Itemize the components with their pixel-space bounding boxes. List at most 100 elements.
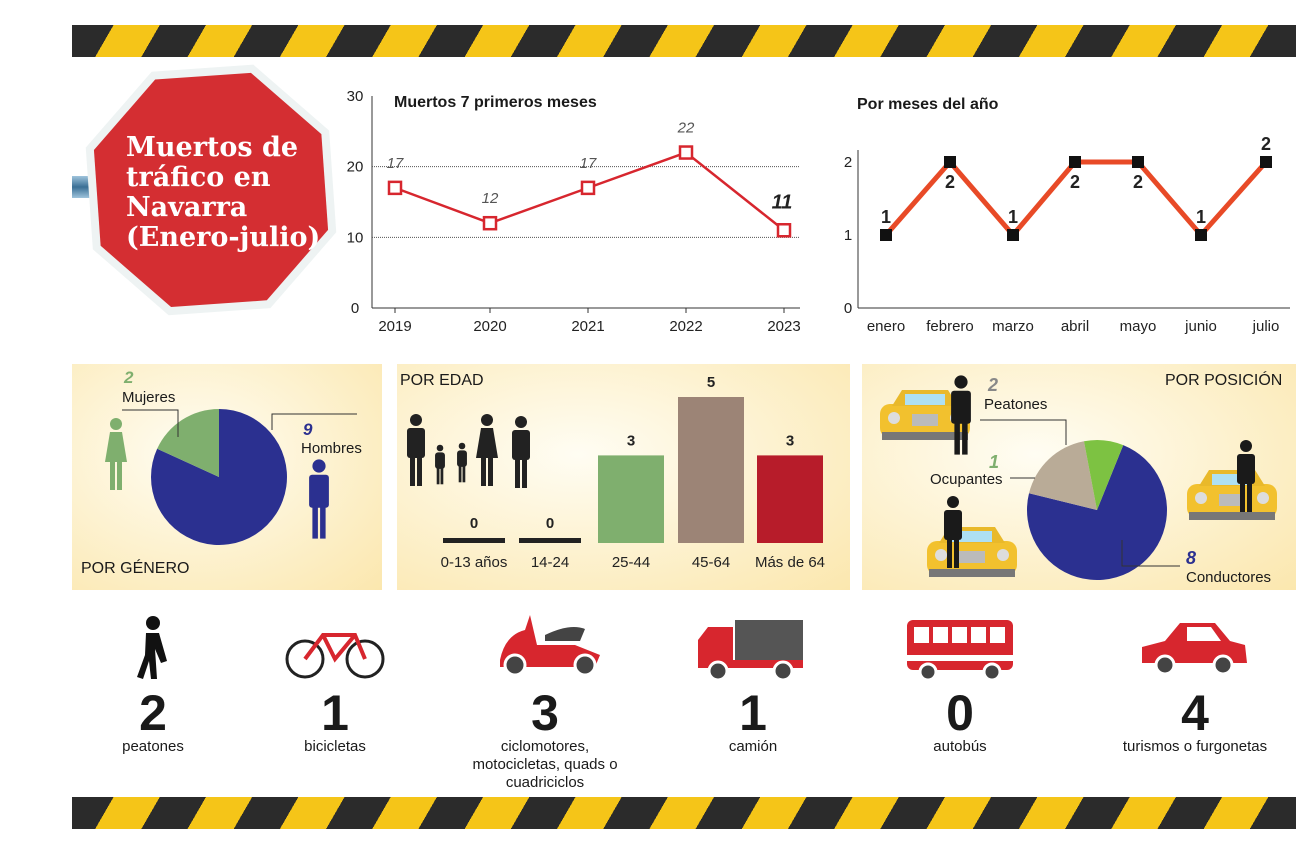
man-icon — [312, 459, 326, 473]
family-icon — [407, 428, 425, 458]
sign-title: Muertos de tráfico en Navarra (Enero-jul… — [126, 133, 320, 253]
bus-icon — [914, 627, 929, 643]
vehicle-stat: 3 ciclomotores, motocicletas, quads o cua… — [435, 688, 655, 792]
y-tick-label: 0 — [351, 300, 359, 317]
driver-figure-icon — [1237, 454, 1255, 484]
vehicle-stat: 1 bicicletas — [225, 688, 445, 756]
x-tick-label: febrero — [926, 318, 974, 335]
pedestrian-figure-icon — [951, 390, 971, 424]
x-tick-label: junio — [1184, 318, 1217, 335]
man-icon — [320, 505, 326, 539]
chart2-title: Por meses del año — [857, 96, 999, 113]
vehicle-count: 4 — [1181, 685, 1209, 741]
bicycle-icon — [345, 639, 385, 679]
pedestrians-value: 2 — [988, 375, 999, 395]
family-icon — [476, 428, 498, 458]
vehicle-stat: 2 peatones — [43, 688, 263, 756]
truck-icon — [735, 620, 803, 662]
age-bar — [519, 538, 581, 543]
vehicle-count: 1 — [739, 685, 767, 741]
taxi-icon — [882, 432, 968, 440]
car-icon — [1154, 654, 1176, 676]
gender-title: POR GÉNERO — [81, 560, 190, 577]
bar-category-label: Más de 64 — [755, 554, 825, 571]
data-label: 1 — [1008, 207, 1018, 227]
sign-line: Muertos de — [126, 132, 299, 163]
bus-icon — [990, 627, 1005, 643]
y-tick-label: 2 — [844, 154, 852, 171]
bus-icon — [918, 662, 938, 682]
driver-figure-icon — [944, 510, 962, 540]
family-icon — [488, 456, 493, 486]
family-icon — [515, 416, 527, 428]
vehicle-label: autobús — [933, 738, 987, 755]
woman-icon — [110, 460, 115, 490]
bar-value-label: 5 — [707, 374, 715, 391]
vehicle-stat: 1 camión — [643, 688, 863, 756]
x-tick-label: 2020 — [473, 318, 506, 335]
x-tick-label: mayo — [1120, 318, 1157, 335]
driver-figure-icon — [1240, 482, 1245, 512]
data-label: 1 — [881, 207, 891, 227]
taxi-icon — [1195, 492, 1207, 504]
data-label: 12 — [482, 190, 499, 207]
car-icon — [1212, 654, 1234, 676]
truck-icon — [698, 627, 733, 665]
bus-icon — [933, 627, 948, 643]
pedestrians-label: Peatones — [984, 396, 1048, 413]
data-label: 2 — [945, 172, 955, 192]
pedestrian-figure-icon — [954, 421, 960, 455]
bar-category-label: 0-13 años — [441, 554, 508, 571]
family-icon — [481, 456, 486, 486]
data-point — [387, 180, 403, 196]
pedestrian-figure-icon — [954, 375, 968, 389]
bottom-warning-stripe — [72, 797, 1296, 829]
taxi-icon — [1189, 512, 1275, 520]
data-point — [1195, 229, 1207, 241]
pedestrian-icon — [146, 616, 160, 630]
driver-figure-icon — [947, 538, 952, 568]
bicycle-icon — [303, 633, 367, 661]
family-icon — [522, 458, 527, 488]
vehicle-label: peatones — [122, 738, 184, 755]
family-icon — [436, 467, 440, 485]
family-icon — [417, 456, 422, 486]
taxi-icon — [1212, 474, 1252, 485]
pedestrian-icon — [137, 633, 167, 679]
driver-figure-icon — [1240, 440, 1252, 452]
position-pie-slice — [1083, 440, 1124, 510]
taxi-icon — [1219, 494, 1245, 506]
man-icon — [312, 505, 318, 539]
data-label: 11 — [772, 191, 793, 213]
x-tick-label: marzo — [992, 318, 1034, 335]
y-tick-label: 20 — [347, 159, 364, 176]
family-icon — [435, 452, 445, 469]
family-icon — [410, 414, 422, 426]
family-icon — [436, 444, 444, 452]
drivers-label: Conductores — [1186, 569, 1272, 586]
age-title: POR EDAD — [400, 372, 484, 389]
data-label: 17 — [580, 155, 597, 172]
data-label: 2 — [1261, 134, 1271, 154]
data-point — [776, 223, 792, 238]
age-bar — [678, 397, 744, 543]
men-value: 9 — [303, 420, 313, 439]
data-label: 2 — [1070, 172, 1080, 192]
driver-figure-icon — [954, 538, 959, 568]
position-title: POR POSICIÓN — [1165, 372, 1283, 389]
family-icon — [515, 458, 520, 488]
scooter-icon — [573, 653, 597, 677]
y-tick-label: 0 — [844, 300, 852, 317]
family-icon — [462, 465, 466, 483]
y-tick-label: 1 — [844, 227, 852, 244]
taxi-icon — [912, 414, 938, 426]
taxi-icon — [905, 394, 945, 405]
y-tick-label: 10 — [347, 229, 364, 246]
taxi-icon — [997, 549, 1009, 561]
man-icon — [309, 474, 329, 508]
data-point — [1069, 156, 1081, 168]
driver-figure-icon — [947, 496, 959, 508]
bus-icon — [982, 662, 1002, 682]
data-label: 17 — [387, 155, 404, 172]
occupants-value: 1 — [989, 452, 1000, 472]
